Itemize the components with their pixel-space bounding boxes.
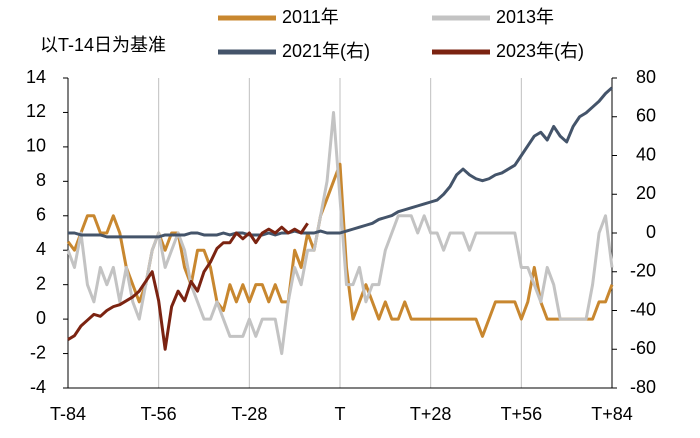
- series-line: [67, 222, 309, 351]
- y2-tick-label: 0: [646, 222, 656, 242]
- y-tick-label: 10: [26, 136, 46, 156]
- x-tick-label: T-56: [141, 404, 177, 424]
- x-tick-label: T+56: [501, 404, 543, 424]
- y-tick-label: 2: [36, 273, 46, 293]
- y2-tick-label: -20: [630, 261, 656, 281]
- y-tick-label: 8: [36, 170, 46, 190]
- y-axis-label: 以T-14日为基准: [40, 35, 166, 55]
- x-tick-label: T-84: [50, 404, 86, 424]
- y2-tick-label: 60: [636, 106, 656, 126]
- legend-label: 2011年: [282, 7, 339, 27]
- y-tick-label: 12: [26, 101, 46, 121]
- y-tick-label: 0: [36, 308, 46, 328]
- x-tick-label: T+28: [410, 404, 452, 424]
- y2-tick-label: -60: [630, 338, 656, 358]
- series-line: [66, 110, 614, 356]
- y2-tick-label: 80: [636, 67, 656, 87]
- y-tick-label: 14: [26, 67, 46, 87]
- series-line: [68, 86, 614, 239]
- x-tick-label: T: [335, 404, 346, 424]
- y-tick-label: -4: [30, 377, 46, 397]
- y2-tick-label: -80: [630, 377, 656, 397]
- legend-label: 2013年: [496, 7, 554, 27]
- x-tick-label: T+84: [591, 404, 633, 424]
- x-tick-label: T-28: [231, 404, 267, 424]
- legend-label: 2023年(右): [496, 41, 584, 61]
- y2-tick-label: 20: [636, 183, 656, 203]
- y-tick-label: 6: [36, 205, 46, 225]
- y-tick-label: 4: [36, 239, 46, 259]
- y2-tick-label: -40: [630, 299, 656, 319]
- y-tick-label: -2: [30, 342, 46, 362]
- y2-tick-label: 40: [636, 144, 656, 164]
- legend-label: 2021年(右): [282, 41, 370, 61]
